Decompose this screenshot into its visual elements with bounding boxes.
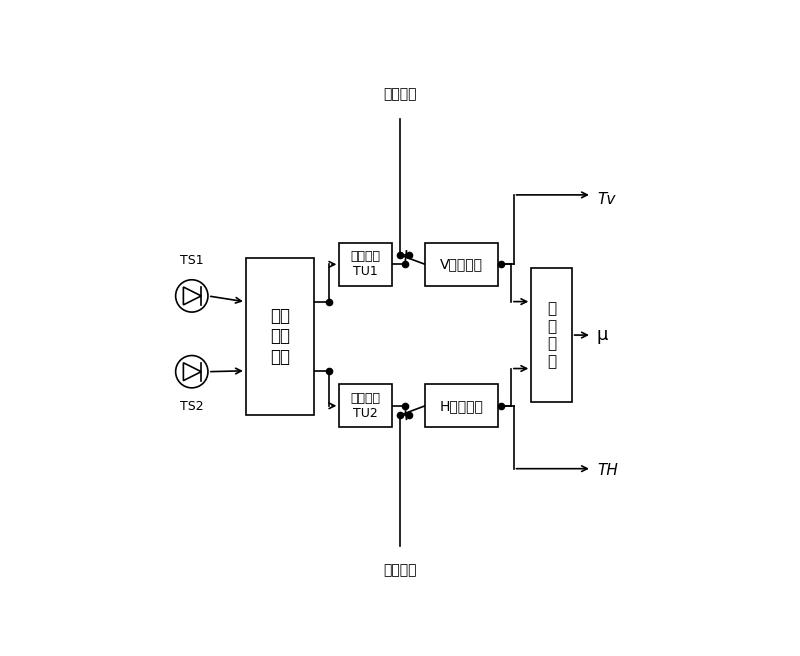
Text: 复
相
关
器: 复 相 关 器 (547, 302, 556, 369)
Bar (339, 384, 392, 427)
Text: 匹配负载
TU1: 匹配负载 TU1 (351, 251, 381, 278)
Bar (246, 258, 314, 415)
Text: 匹配负载
TU2: 匹配负载 TU2 (351, 392, 381, 420)
Bar (339, 243, 392, 286)
Text: V路接收机: V路接收机 (440, 257, 483, 272)
Bar (531, 268, 572, 402)
Text: TS2: TS2 (180, 400, 204, 413)
Bar (425, 384, 498, 427)
Bar (425, 243, 498, 286)
Text: μ: μ (597, 326, 608, 344)
Text: H路接收机: H路接收机 (440, 399, 484, 413)
Text: 天线支路: 天线支路 (383, 564, 417, 578)
Text: Tv: Tv (597, 192, 615, 207)
Text: 噪声
功分
网络: 噪声 功分 网络 (270, 306, 290, 366)
Text: 天线支路: 天线支路 (383, 87, 417, 102)
Text: TH: TH (597, 462, 618, 478)
Text: TS1: TS1 (180, 254, 204, 267)
